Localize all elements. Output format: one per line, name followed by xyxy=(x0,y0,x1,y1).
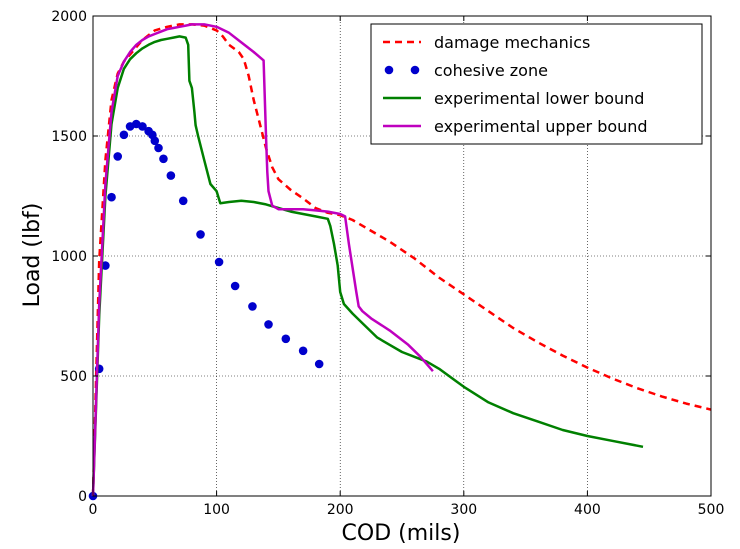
data-point-cohesive-zone xyxy=(314,359,324,369)
data-point-cohesive-zone xyxy=(101,261,110,270)
legend-label: cohesive zone xyxy=(434,61,548,80)
x-tick-label: 300 xyxy=(450,502,477,518)
legend-swatch-marker xyxy=(384,65,394,75)
data-point-cohesive-zone xyxy=(166,171,176,180)
y-tick-label: 0 xyxy=(78,489,87,505)
legend-swatch-marker xyxy=(410,65,420,75)
x-tick-label: 0 xyxy=(89,502,98,518)
legend-label: experimental lower bound xyxy=(434,89,644,108)
x-tick-label: 500 xyxy=(698,502,725,518)
data-point-cohesive-zone xyxy=(119,130,129,140)
series-line-experimental-upper-bound xyxy=(91,23,434,497)
data-point-cohesive-zone xyxy=(113,152,123,161)
data-point-cohesive-zone xyxy=(281,334,291,344)
data-point-cohesive-zone xyxy=(154,143,163,153)
legend-label: experimental upper bound xyxy=(434,117,648,136)
legend-label: damage mechanics xyxy=(434,33,590,52)
data-point-cohesive-zone xyxy=(196,230,205,239)
data-point-cohesive-zone xyxy=(264,320,273,329)
data-point-cohesive-zone xyxy=(138,122,147,131)
data-point-cohesive-zone xyxy=(150,136,160,146)
y-tick-label: 2000 xyxy=(51,9,87,25)
data-point-cohesive-zone xyxy=(214,257,224,267)
legend: damage mechanics cohesive zone experimenta… xyxy=(370,23,703,145)
x-axis-label: COD (mils) xyxy=(342,521,461,545)
y-tick-label: 1500 xyxy=(51,129,87,145)
y-axis-label: Load (lbf) xyxy=(20,203,45,308)
y-tick-label: 1000 xyxy=(51,249,87,265)
y-tick-label: 500 xyxy=(60,369,87,385)
data-point-cohesive-zone xyxy=(248,302,257,311)
data-point-cohesive-zone xyxy=(159,154,168,164)
data-point-cohesive-zone xyxy=(178,196,188,206)
data-point-cohesive-zone xyxy=(298,346,308,356)
series-layer xyxy=(88,23,712,501)
data-point-cohesive-zone xyxy=(107,192,116,202)
x-tick-label: 400 xyxy=(574,502,601,518)
x-tick-label: 200 xyxy=(327,502,354,518)
axis-ticks: 0 100 200 300 400 500 0 500 1000 1500 2000 xyxy=(51,9,724,518)
x-tick-label: 100 xyxy=(203,502,230,518)
data-point-cohesive-zone xyxy=(230,281,240,291)
legend-box xyxy=(370,23,703,145)
